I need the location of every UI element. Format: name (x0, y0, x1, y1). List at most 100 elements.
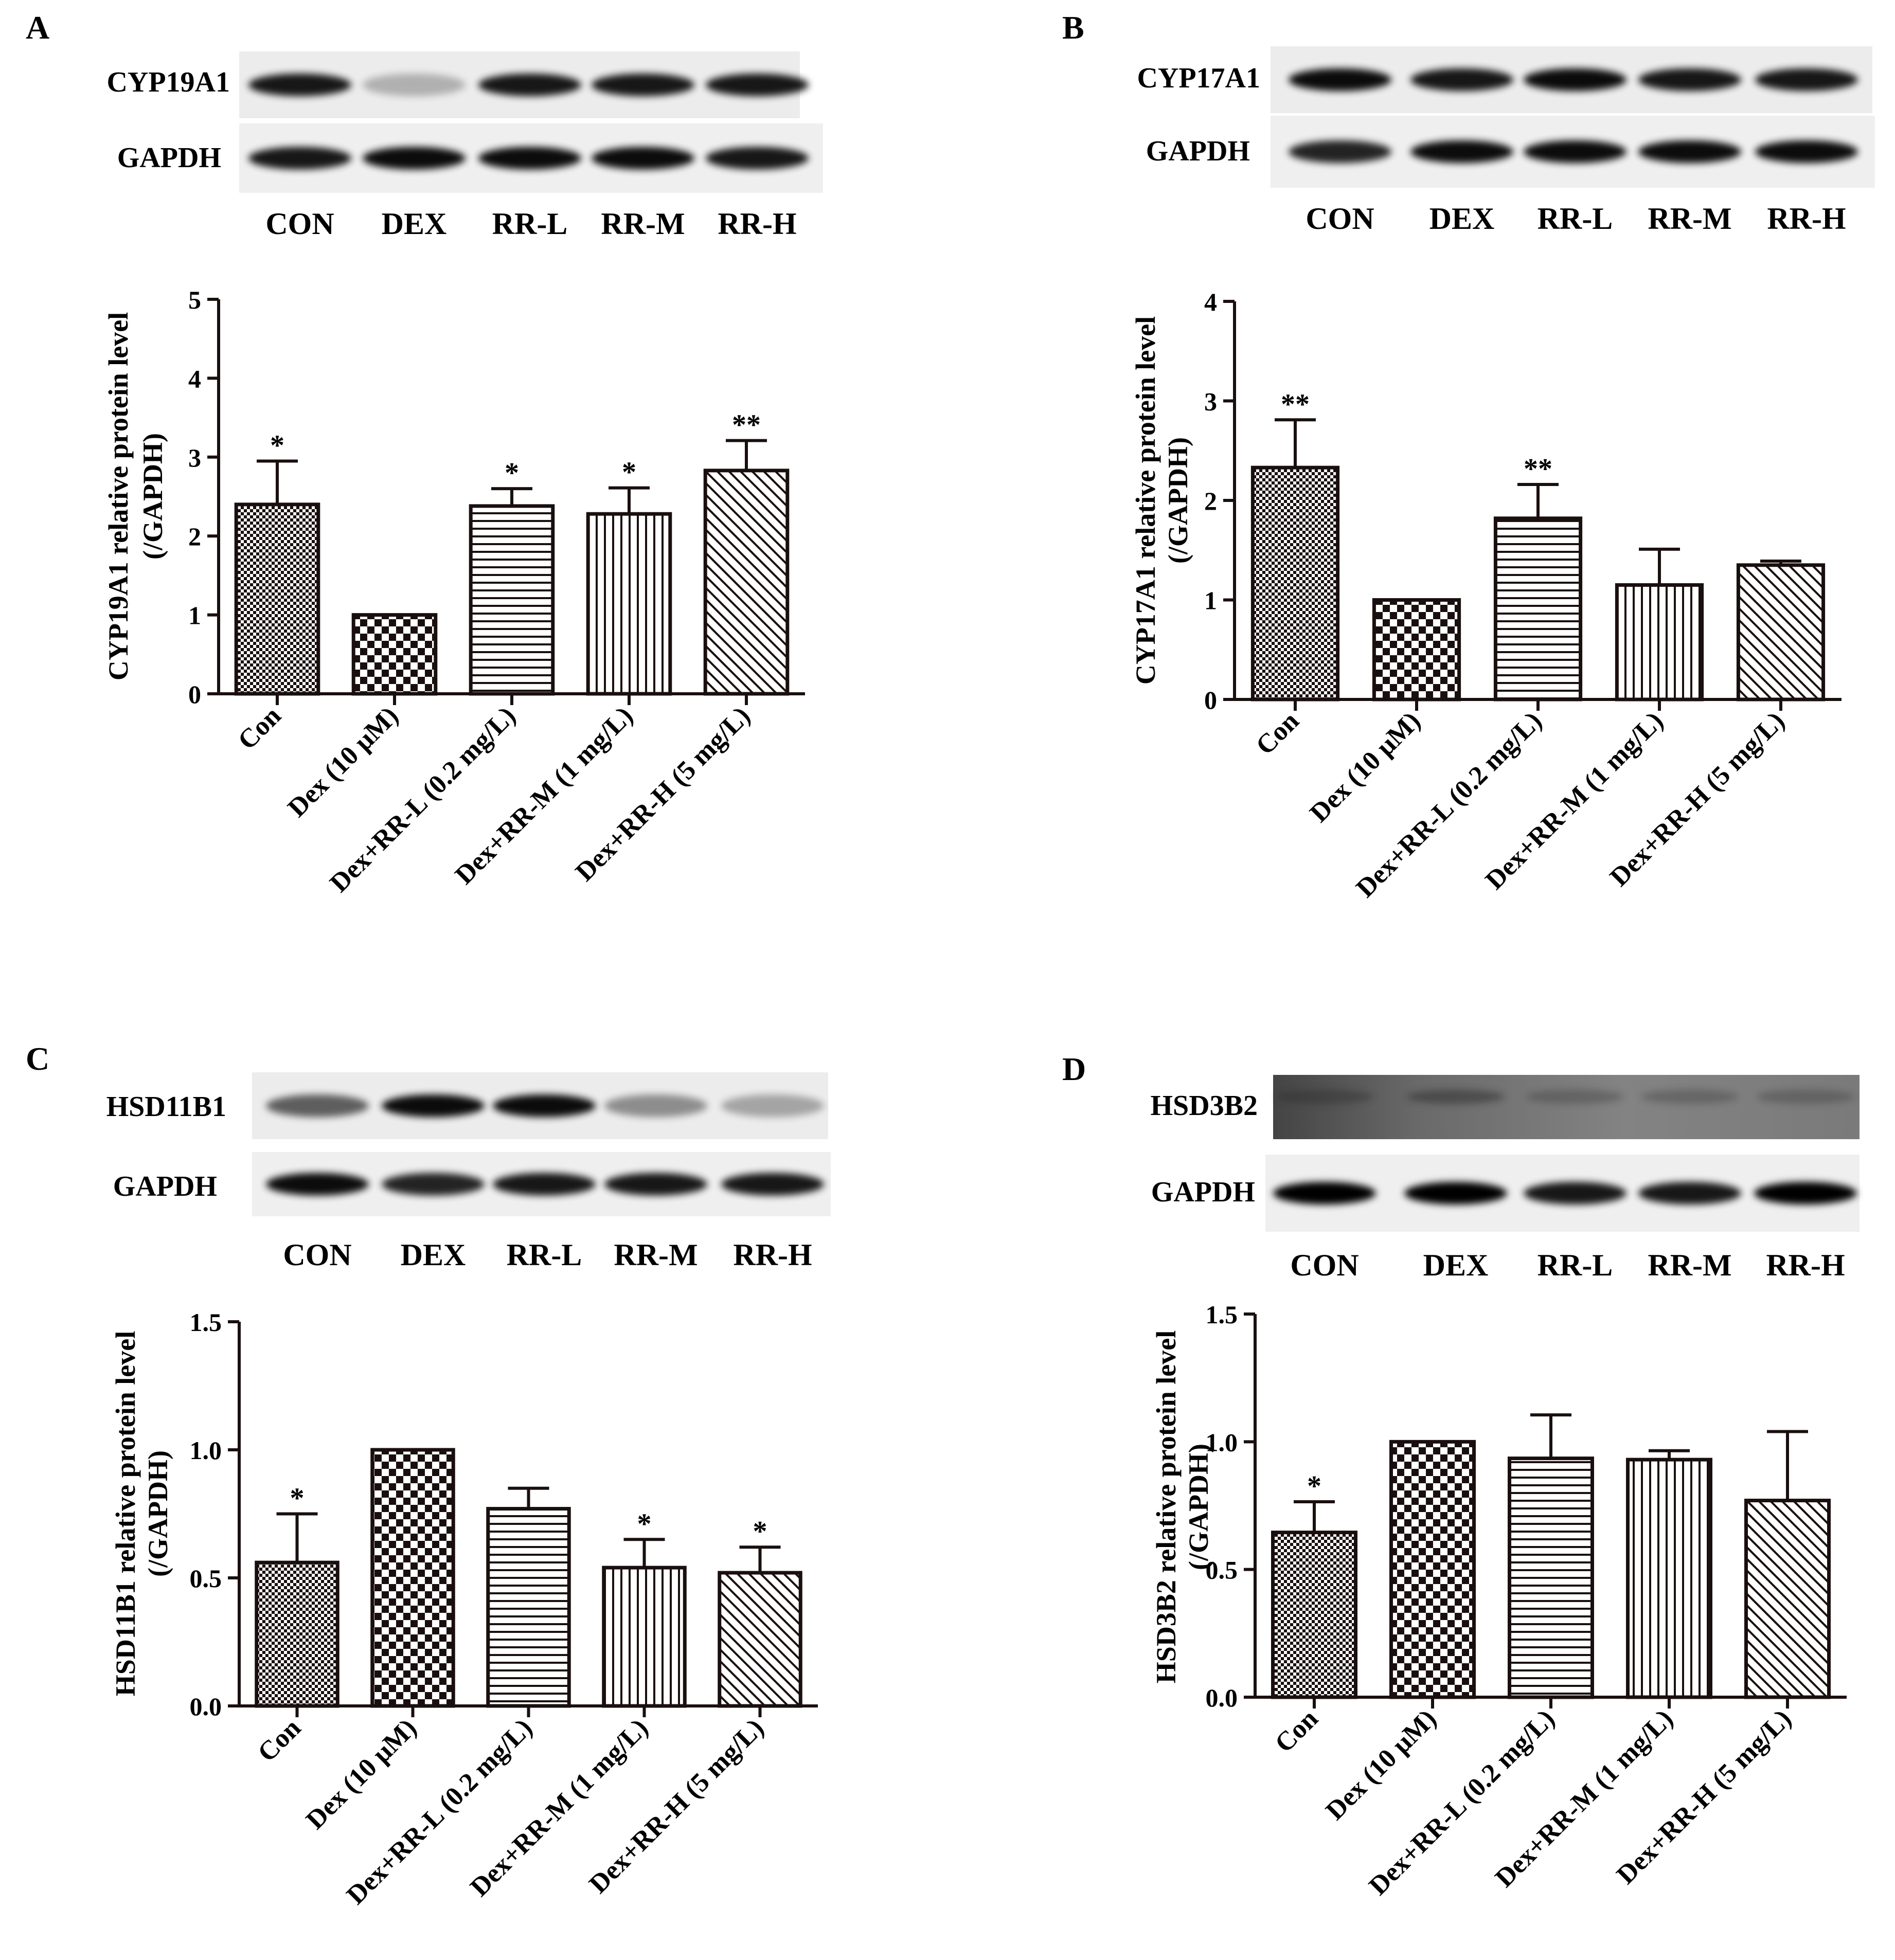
y-axis-label-unit: (/GAPDH) (137, 433, 168, 560)
bar (703, 469, 790, 696)
panel-d: D HSD3B2 GAPDH CON DEX RR-L RR-M RR-H 0.0 0.5 1.0 1… (1062, 1051, 1860, 1901)
blot-band-gapdh (1754, 1182, 1857, 1204)
significance-label: * (753, 1516, 767, 1548)
lane-label: RR-H (1767, 202, 1846, 236)
lane-label: DEX (1423, 1248, 1489, 1282)
category-label: Dex (10 μM) (1304, 706, 1426, 828)
y-tick-label: 1.5 (190, 1308, 222, 1337)
y-tick-label: 0.0 (190, 1692, 222, 1721)
y-tick-label: 0 (1204, 686, 1217, 714)
blot-band-gapdh (592, 147, 694, 170)
category-label: Con (1270, 1704, 1324, 1758)
bar (1615, 583, 1704, 702)
blot-band (1289, 68, 1391, 91)
blot-band-gapdh (478, 147, 581, 170)
lane-label: RR-M (1648, 1248, 1731, 1282)
lane-label: CON (283, 1238, 351, 1272)
blot-band-gapdh (1638, 1182, 1741, 1204)
bar (586, 512, 672, 696)
y-tick-label: 4 (188, 364, 201, 393)
bar (370, 1448, 455, 1708)
blot-band (721, 1094, 824, 1117)
significance-label: ** (1281, 388, 1310, 420)
blot-band-gapdh (706, 147, 809, 170)
blot-band (604, 1094, 707, 1117)
lane-label: RR-M (601, 207, 685, 241)
lane-label: RR-H (1766, 1248, 1845, 1282)
blot-band-gapdh (1289, 140, 1391, 163)
lane-label: RR-H (718, 207, 796, 241)
bar (1626, 1458, 1712, 1699)
significance-label: * (637, 1508, 652, 1540)
blot-band-gapdh (493, 1173, 596, 1196)
blot-band (493, 1094, 596, 1117)
blot-label-control: GAPDH (117, 142, 221, 174)
significance-label: * (505, 457, 519, 489)
blot-band (1755, 68, 1858, 91)
y-axis-label-unit: (/GAPDH) (142, 1450, 173, 1577)
bar (1736, 563, 1826, 702)
blot-band-gapdh (1524, 1182, 1626, 1204)
blot-band (1638, 68, 1741, 91)
blot-band-gapdh (1638, 140, 1741, 163)
blot-label-control: GAPDH (113, 1171, 217, 1202)
y-axis-label: CYP17A1 relative protein level (1130, 316, 1161, 685)
category-label: Con (252, 1713, 307, 1768)
blot-label-target: CYP19A1 (106, 66, 230, 98)
y-tick-label: 5 (188, 285, 201, 314)
panel-c: C HSD11B1 GAPDH CON DEX RR-L RR-M RR-H 0.0 0.5 1.0… (26, 1040, 831, 1910)
bar (1508, 1456, 1594, 1699)
blot-band (382, 1094, 485, 1117)
lane-label: RR-L (1538, 202, 1613, 236)
bar (1493, 516, 1583, 702)
significance-label: * (290, 1483, 305, 1515)
blot-strip-target (1273, 1075, 1860, 1139)
blot-label-control: GAPDH (1151, 1176, 1255, 1208)
bar (486, 1507, 571, 1708)
blot-band-gapdh (1410, 140, 1513, 163)
blot-band-gapdh (1524, 140, 1626, 163)
panel-a: A CYP19A1 GAPDH CON DEX RR-L RR-M RR-H 0 1 2 3 4 5 CYP… (26, 9, 823, 898)
lane-label: CON (1306, 202, 1374, 236)
y-tick-label: 1.0 (1206, 1428, 1238, 1456)
y-tick-label: 4 (1204, 287, 1217, 316)
blot-band (1526, 1089, 1624, 1104)
blot-label-target: HSD3B2 (1151, 1090, 1258, 1122)
panel-letter: D (1062, 1051, 1086, 1087)
lane-label: RR-H (733, 1238, 812, 1272)
bar (1250, 465, 1340, 702)
significance-label: ** (732, 409, 761, 441)
blot-label-target: CYP17A1 (1137, 62, 1260, 94)
lane-label: CON (265, 207, 334, 241)
bar (1372, 598, 1461, 702)
lane-label: RR-L (1538, 1248, 1613, 1282)
bar (351, 613, 438, 696)
lane-label: RR-L (492, 207, 568, 241)
category-label: Dex (10 μM) (282, 701, 404, 823)
category-label: Dex (10 μM) (1320, 1704, 1442, 1826)
y-axis-label-unit: (/GAPDH) (1163, 437, 1193, 564)
bar (718, 1571, 802, 1708)
panel-letter: B (1062, 9, 1084, 46)
category-label: Dex (10 μM) (300, 1713, 422, 1835)
blot-band-gapdh (721, 1173, 824, 1196)
y-tick-label: 1 (188, 601, 201, 630)
bar (1389, 1440, 1476, 1699)
y-tick-label: 2 (188, 522, 201, 551)
blot-band (266, 1094, 369, 1117)
blot-band (478, 74, 581, 96)
blot-band-gapdh (248, 147, 351, 170)
bar (234, 502, 320, 696)
blot-band (1524, 68, 1626, 91)
lane-label: CON (1290, 1248, 1358, 1282)
significance-label: * (622, 457, 636, 489)
y-tick-label: 0 (188, 680, 201, 709)
category-label: Dex+RR-L (0.2 mg/L) (341, 1713, 538, 1910)
lane-label: RR-M (614, 1238, 698, 1272)
y-tick-label: 1.0 (190, 1436, 222, 1465)
bar (255, 1560, 339, 1708)
blot-band (248, 74, 351, 96)
lane-label: DEX (382, 207, 447, 241)
panel-letter: A (26, 9, 49, 46)
